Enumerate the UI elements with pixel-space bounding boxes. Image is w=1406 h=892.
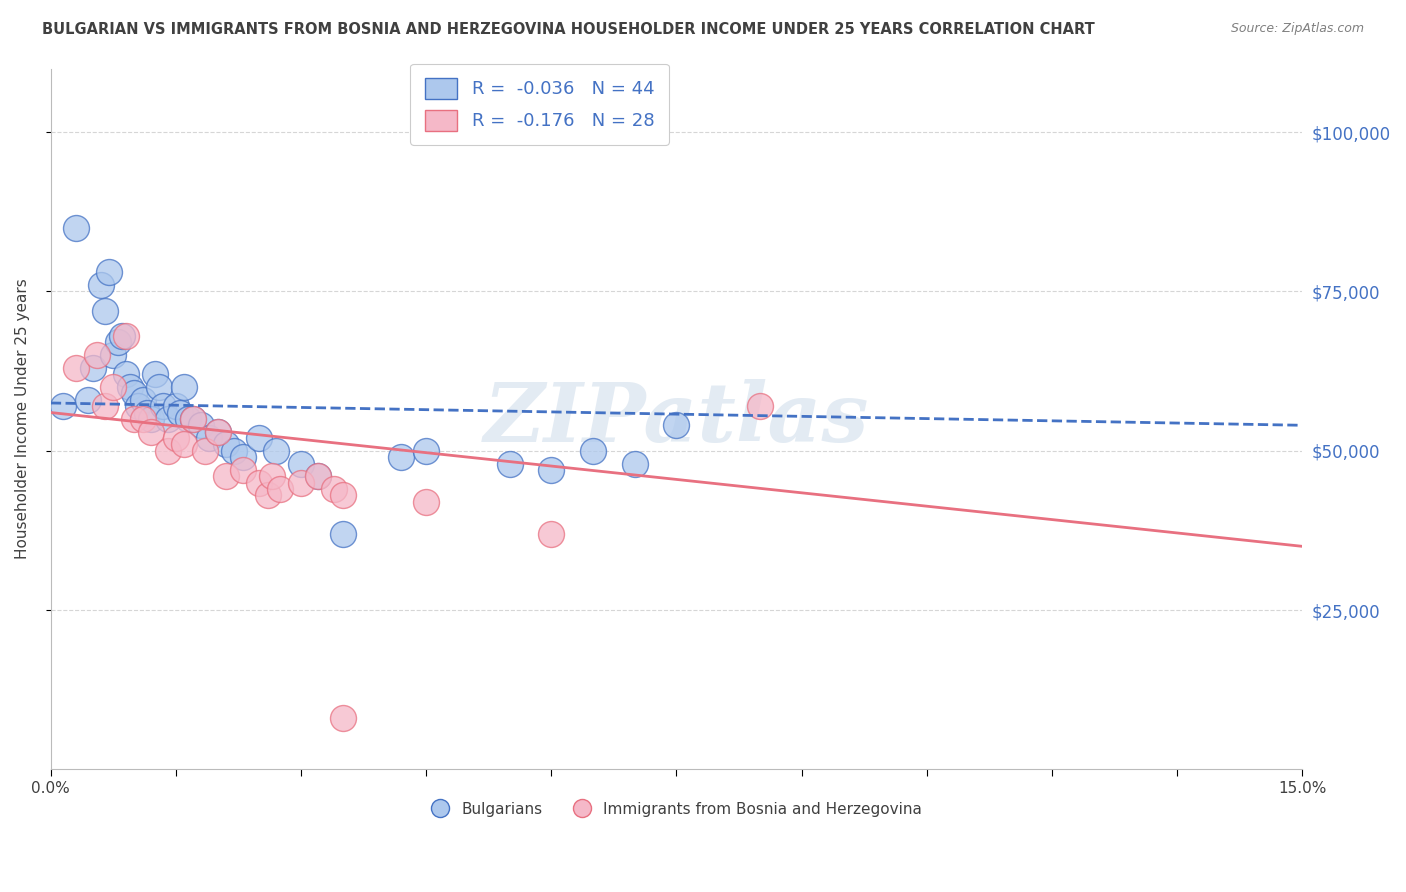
Point bbox=[307, 469, 329, 483]
Point bbox=[52, 399, 75, 413]
Point bbox=[256, 488, 278, 502]
Point bbox=[415, 494, 437, 508]
Point bbox=[94, 303, 117, 318]
Point bbox=[269, 482, 291, 496]
Point bbox=[177, 412, 200, 426]
Point bbox=[582, 443, 605, 458]
Point bbox=[194, 443, 217, 458]
Point bbox=[323, 482, 346, 496]
Point bbox=[181, 412, 204, 426]
Point bbox=[332, 488, 354, 502]
Point bbox=[207, 425, 229, 439]
Point bbox=[665, 418, 688, 433]
Point bbox=[165, 431, 187, 445]
Point bbox=[623, 457, 645, 471]
Point bbox=[103, 348, 125, 362]
Text: ZIPatlas: ZIPatlas bbox=[484, 379, 869, 458]
Point bbox=[190, 418, 212, 433]
Point bbox=[82, 360, 104, 375]
Point bbox=[498, 457, 520, 471]
Point bbox=[748, 399, 770, 413]
Point bbox=[65, 220, 87, 235]
Point bbox=[143, 368, 166, 382]
Point bbox=[111, 329, 134, 343]
Point bbox=[131, 392, 153, 407]
Point bbox=[173, 380, 195, 394]
Point bbox=[135, 405, 157, 419]
Point bbox=[389, 450, 412, 464]
Point bbox=[122, 386, 145, 401]
Point bbox=[290, 457, 312, 471]
Point bbox=[77, 392, 100, 407]
Point bbox=[131, 412, 153, 426]
Point bbox=[332, 526, 354, 541]
Point bbox=[232, 450, 254, 464]
Point bbox=[260, 469, 283, 483]
Point bbox=[540, 526, 562, 541]
Point bbox=[156, 443, 179, 458]
Point bbox=[232, 463, 254, 477]
Point bbox=[169, 405, 191, 419]
Point bbox=[224, 443, 246, 458]
Point bbox=[139, 425, 162, 439]
Text: BULGARIAN VS IMMIGRANTS FROM BOSNIA AND HERZEGOVINA HOUSEHOLDER INCOME UNDER 25 : BULGARIAN VS IMMIGRANTS FROM BOSNIA AND … bbox=[42, 22, 1095, 37]
Point bbox=[247, 431, 270, 445]
Point bbox=[152, 399, 174, 413]
Point bbox=[415, 443, 437, 458]
Point bbox=[181, 412, 204, 426]
Point bbox=[173, 437, 195, 451]
Point bbox=[264, 443, 287, 458]
Point bbox=[90, 278, 112, 293]
Point bbox=[107, 335, 129, 350]
Point bbox=[332, 711, 354, 725]
Point bbox=[290, 475, 312, 490]
Y-axis label: Householder Income Under 25 years: Householder Income Under 25 years bbox=[15, 278, 30, 559]
Point bbox=[156, 412, 179, 426]
Point bbox=[165, 399, 187, 413]
Point bbox=[215, 469, 238, 483]
Point bbox=[247, 475, 270, 490]
Text: Source: ZipAtlas.com: Source: ZipAtlas.com bbox=[1230, 22, 1364, 36]
Point bbox=[540, 463, 562, 477]
Point bbox=[148, 380, 170, 394]
Point bbox=[65, 360, 87, 375]
Point bbox=[120, 380, 142, 394]
Point bbox=[215, 437, 238, 451]
Point bbox=[122, 412, 145, 426]
Point bbox=[115, 368, 138, 382]
Point bbox=[98, 265, 121, 279]
Point bbox=[198, 431, 221, 445]
Point bbox=[103, 380, 125, 394]
Point bbox=[94, 399, 117, 413]
Point bbox=[127, 399, 149, 413]
Point bbox=[139, 412, 162, 426]
Point bbox=[86, 348, 108, 362]
Legend: Bulgarians, Immigrants from Bosnia and Herzegovina: Bulgarians, Immigrants from Bosnia and H… bbox=[423, 794, 929, 825]
Point bbox=[115, 329, 138, 343]
Point bbox=[307, 469, 329, 483]
Point bbox=[207, 425, 229, 439]
